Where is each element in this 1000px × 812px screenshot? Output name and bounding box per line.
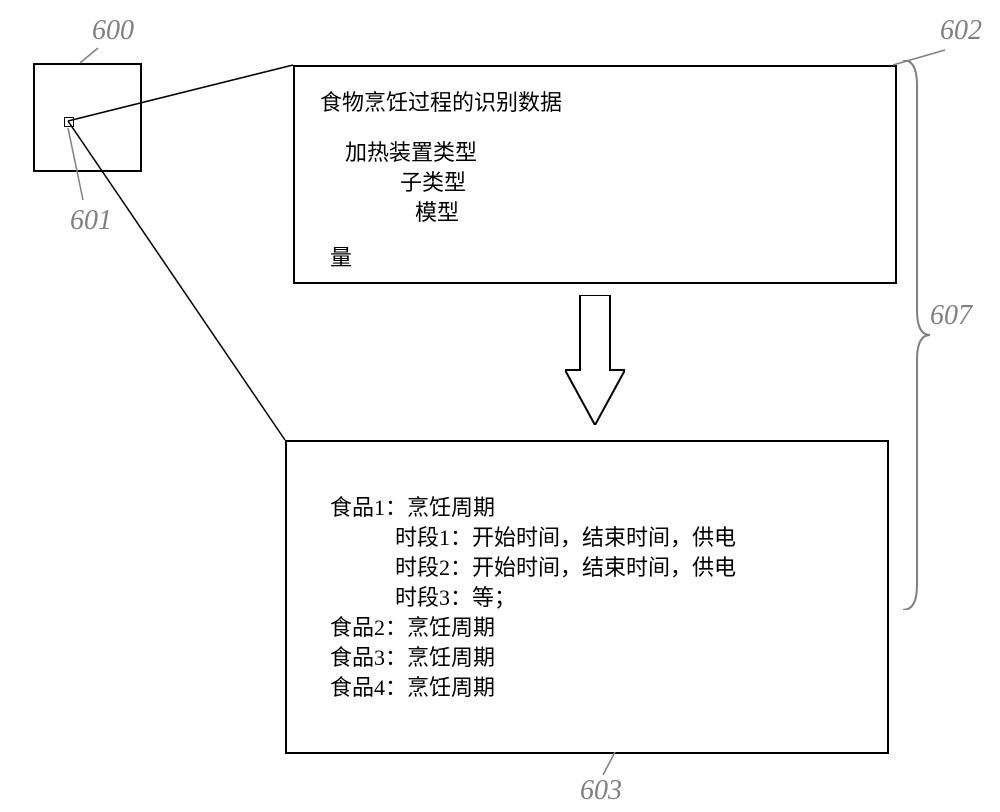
top-box-line-1: 加热装置类型 <box>345 135 477 167</box>
diagram-canvas: 600 601 602 603 607 食物烹饪过程的识别数据 加热装置类型 子… <box>0 0 1000 812</box>
bottom-box-line-1: 时段1：开始时间，结束时间，供电 <box>395 520 736 552</box>
bottom-box-line-4: 食品2：烹饪周期 <box>330 610 495 642</box>
bottom-box-line-6: 食品4：烹饪周期 <box>330 670 495 702</box>
bottom-box-line-0: 食品1：烹饪周期 <box>330 490 495 522</box>
ref-label-601: 601 <box>70 205 112 237</box>
top-box-line-0: 食物烹饪过程的识别数据 <box>320 85 562 117</box>
ref-label-607: 607 <box>930 300 972 332</box>
bottom-box-line-3: 时段3：等； <box>395 580 516 612</box>
bottom-box-line-5: 食品3：烹饪周期 <box>330 640 495 672</box>
ref-label-602: 602 <box>940 15 982 47</box>
ref-label-603: 603 <box>580 775 622 807</box>
top-box-line-2: 子类型 <box>400 165 466 197</box>
connector-lines <box>0 0 1000 812</box>
top-box-line-4: 量 <box>330 240 352 272</box>
top-box-line-3: 模型 <box>415 195 459 227</box>
ref-label-600: 600 <box>92 15 134 47</box>
bottom-box-line-2: 时段2：开始时间，结束时间，供电 <box>395 550 736 582</box>
